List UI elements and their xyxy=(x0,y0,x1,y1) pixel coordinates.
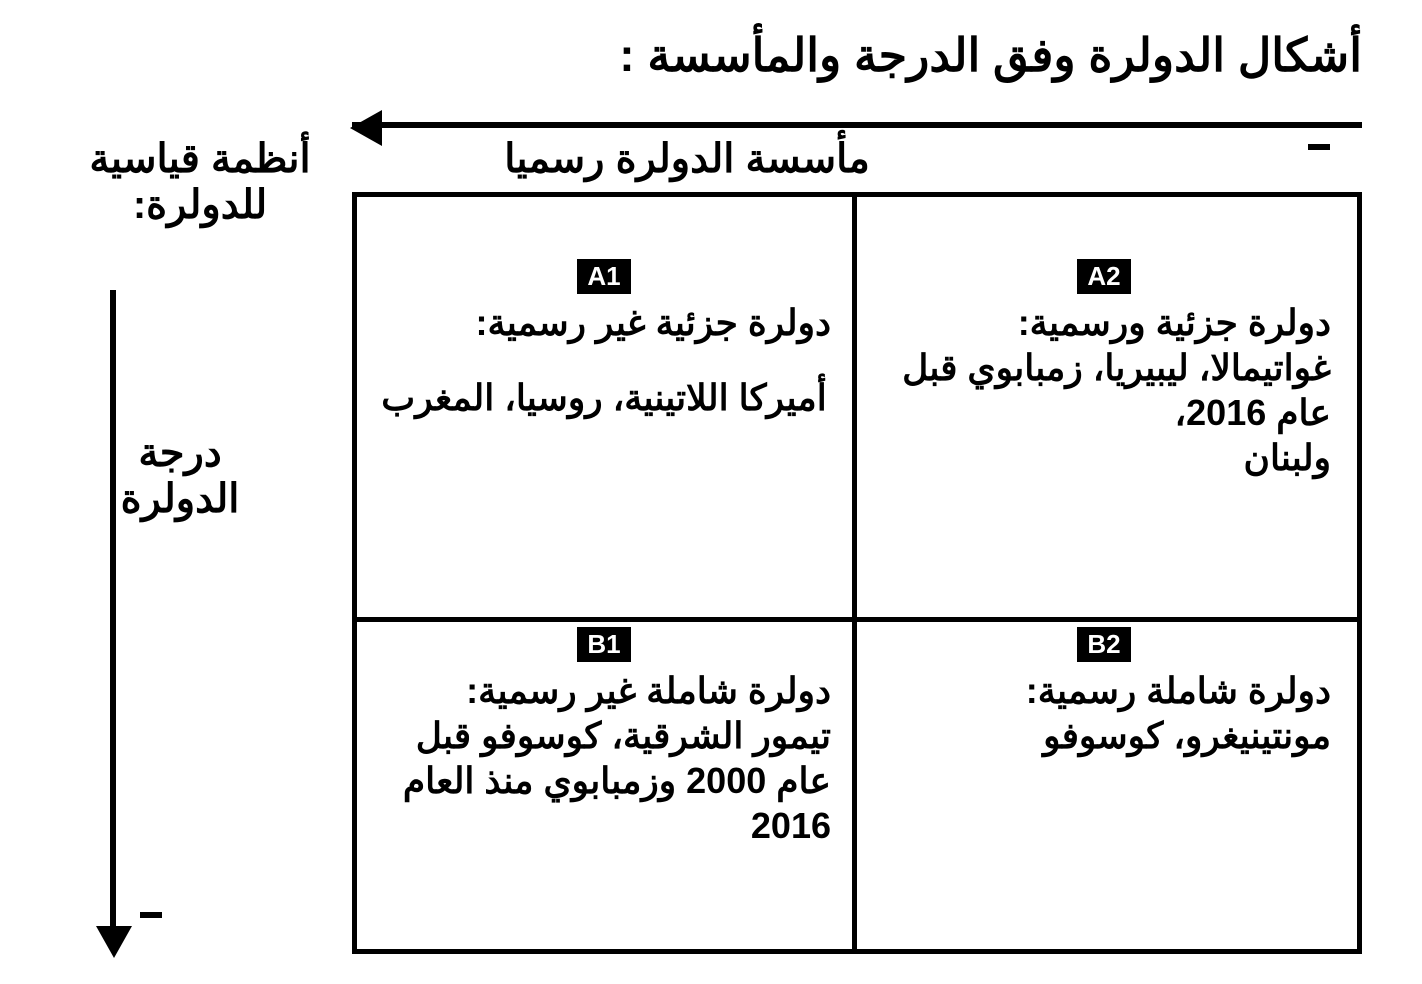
cell-b1-heading: دولرة شاملة غير رسمية: xyxy=(359,668,849,713)
cell-a2-body-text: غواتيمالا، ليبيريا، زمبابوي قبل عام 2016… xyxy=(902,347,1331,433)
cell-a2: A2 دولرة جزئية ورسمية: غواتيمالا، ليبيري… xyxy=(859,259,1349,614)
cell-a1-heading: دولرة جزئية غير رسمية: xyxy=(359,300,849,345)
y-axis-end-tick xyxy=(140,912,162,918)
cell-b1-tag: B1 xyxy=(577,627,630,662)
cell-a1-body: أميركا اللاتينية، روسيا، المغرب xyxy=(359,345,849,420)
cell-a2-tag: A2 xyxy=(1077,259,1130,294)
y-axis-label-line2: الدولرة xyxy=(121,477,240,521)
matrix-vertical-divider xyxy=(852,197,857,949)
cell-b2-heading: دولرة شاملة رسمية: xyxy=(859,668,1349,713)
cell-b1-body: تيمور الشرقية، كوسوفو قبل عام 2000 وزمبا… xyxy=(359,713,849,848)
cell-a1-tag: A1 xyxy=(577,259,630,294)
matrix-horizontal-divider xyxy=(357,617,1357,622)
y-axis-arrow-shaft xyxy=(110,290,116,930)
y-axis-label-line1: درجة xyxy=(138,431,221,475)
cell-a1: A1 دولرة جزئية غير رسمية: أميركا اللاتين… xyxy=(359,259,849,614)
cell-b1: B1 دولرة شاملة غير رسمية: تيمور الشرقية،… xyxy=(359,627,849,949)
cell-b2-tag: B2 xyxy=(1077,627,1130,662)
x-axis-label-center: مأسسة الدولرة رسميا xyxy=(352,136,1022,182)
quadrant-matrix: A2 دولرة جزئية ورسمية: غواتيمالا، ليبيري… xyxy=(352,192,1362,954)
cell-b2: B2 دولرة شاملة رسمية: مونتينيغرو، كوسوفو xyxy=(859,627,1349,949)
y-axis-label: درجة الدولرة xyxy=(100,430,260,522)
y-axis-arrow-head xyxy=(96,926,132,958)
x-axis-label-left: أنظمة قياسية للدولرة: xyxy=(40,136,360,228)
cell-b2-body: مونتينيغرو، كوسوفو xyxy=(859,713,1349,758)
cell-a2-heading: دولرة جزئية ورسمية: xyxy=(859,300,1349,345)
diagram-title: أشكال الدولرة وفق الدرجة والمأسسة : xyxy=(619,28,1362,82)
x-axis-arrow-shaft xyxy=(352,122,1362,128)
cell-a2-body: غواتيمالا، ليبيريا، زمبابوي قبل عام 2016… xyxy=(859,345,1349,480)
x-axis-origin-tick xyxy=(1308,144,1330,150)
cell-a2-body-bold: ولبنان xyxy=(1244,437,1332,478)
